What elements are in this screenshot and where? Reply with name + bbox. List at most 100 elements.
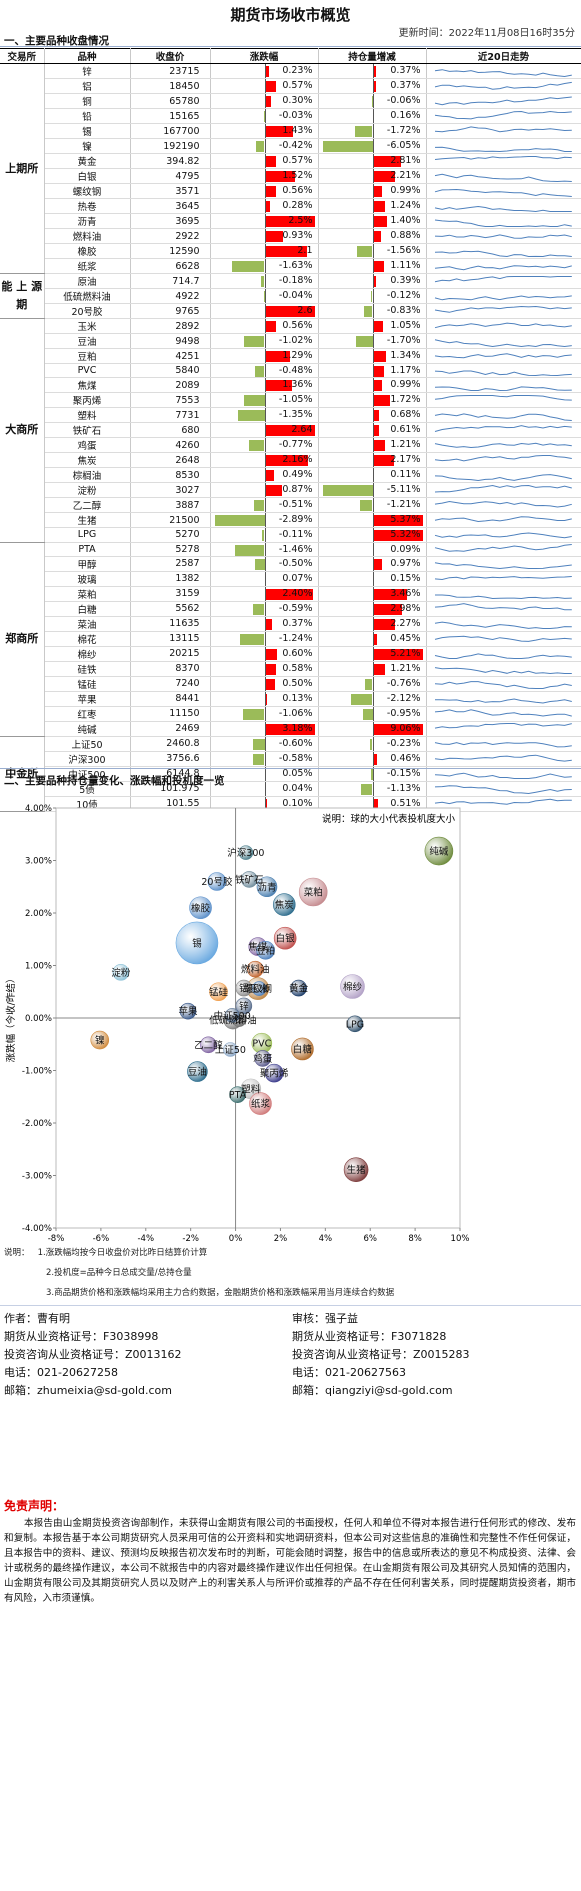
close-price: 3887 xyxy=(130,497,211,514)
zero-line xyxy=(264,289,266,303)
author-tel: 电话：021-20627258 xyxy=(4,1366,118,1379)
oi-change-bar xyxy=(372,201,385,212)
change-text: 0.87% xyxy=(282,484,313,496)
trend-sparkline xyxy=(434,264,572,270)
change-cell: 1.36% xyxy=(210,377,319,394)
close-price: 23715 xyxy=(130,63,211,79)
oi-change-cell: 2.21% xyxy=(318,168,427,184)
trend-cell xyxy=(426,691,581,707)
trend-sparkline xyxy=(434,322,572,328)
close-price: 4922 xyxy=(130,288,211,304)
bubble-label: LPG xyxy=(346,1019,364,1030)
variety-name: 沪深300 xyxy=(44,751,131,767)
table-row: 白银 4795 1.52% 2.21% xyxy=(0,168,581,184)
x-tick-label: 6% xyxy=(363,1234,377,1243)
oi-change-cell: 0.16% xyxy=(318,108,427,124)
trend-line xyxy=(434,219,572,227)
author-email[interactable]: 邮箱：zhumeixia@sd-gold.com xyxy=(4,1384,172,1397)
zero-line xyxy=(264,79,266,93)
change-cell: -1.02% xyxy=(210,333,319,349)
change-bar xyxy=(264,96,271,107)
bubble-label: 镍 xyxy=(95,1035,105,1047)
table-row: 螺纹钢 3571 0.56% 0.99% xyxy=(0,183,581,199)
table-header: 交易所 品种 收盘价 涨跌幅 持仓量增减 近20日走势 xyxy=(0,48,581,64)
change-bar xyxy=(264,455,308,467)
change-text: 0.28% xyxy=(282,200,313,211)
oi-change-bar xyxy=(364,306,373,317)
zero-line xyxy=(264,601,266,616)
oi-change-cell: 1.17% xyxy=(318,363,427,379)
zero-line xyxy=(372,676,374,691)
zero-line xyxy=(264,334,266,348)
change-cell: -0.03% xyxy=(210,108,319,124)
trend-sparkline xyxy=(434,294,572,300)
close-price: 8370 xyxy=(130,661,211,677)
change-text: -1.46% xyxy=(278,543,313,555)
trend-cell xyxy=(426,661,581,677)
trend-cell xyxy=(426,258,581,274)
header-trend: 近20日走势 xyxy=(426,48,581,64)
change-bar xyxy=(264,425,315,437)
change-cell: -0.59% xyxy=(210,601,319,617)
variety-name: 乙二醇 xyxy=(44,497,131,514)
zero-line xyxy=(372,766,374,781)
oi-change-bar xyxy=(372,633,377,645)
bubble xyxy=(290,979,307,997)
trend-line xyxy=(434,125,572,132)
trend-line xyxy=(434,250,572,257)
close-price: 2469 xyxy=(130,721,211,737)
close-price: 3027 xyxy=(130,482,211,499)
close-price: 167700 xyxy=(130,123,211,139)
close-price: 65780 xyxy=(130,93,211,109)
oi-change-cell: 0.61% xyxy=(318,422,427,439)
change-text: -2.89% xyxy=(278,514,313,526)
close-price: 9765 xyxy=(130,303,211,319)
close-price: 3159 xyxy=(130,586,211,602)
change-bar xyxy=(264,723,315,735)
zero-line xyxy=(264,631,266,646)
section-divider xyxy=(0,768,581,769)
trend-line xyxy=(434,543,572,552)
close-price: 2892 xyxy=(130,318,211,334)
trend-sparkline xyxy=(434,667,572,675)
zero-line xyxy=(372,184,374,198)
change-bar xyxy=(264,231,284,242)
zero-line xyxy=(264,556,266,571)
table-row: 铅 15165 -0.03% 0.16% xyxy=(0,108,581,124)
trend-sparkline xyxy=(434,110,572,119)
close-price: 3756.6 xyxy=(130,751,211,767)
close-price: 8530 xyxy=(130,467,211,484)
zero-line xyxy=(264,214,266,228)
trend-sparkline xyxy=(434,742,572,748)
trend-line xyxy=(434,233,572,239)
change-bar xyxy=(243,395,265,407)
trend-line xyxy=(434,205,572,212)
zero-line xyxy=(264,408,266,422)
trend-cell xyxy=(426,153,581,169)
change-text: 1.36% xyxy=(282,379,313,391)
table-row: 硅铁 8370 0.58% 1.21% xyxy=(0,661,581,677)
zero-line xyxy=(372,214,374,228)
trend-sparkline xyxy=(434,622,572,630)
oi-change-text: -1.70% xyxy=(386,335,421,346)
reviewer-email[interactable]: 邮箱：qiangziyi@sd-gold.com xyxy=(292,1384,453,1397)
y-tick-label: -3.00% xyxy=(22,1172,52,1182)
oi-change-text: 1.21% xyxy=(390,439,421,451)
zero-line xyxy=(372,319,374,333)
trend-cell xyxy=(426,721,581,737)
trend-cell xyxy=(426,273,581,289)
zero-line xyxy=(264,483,266,497)
table-row: 沥青 3695 2.5% 1.40% xyxy=(0,213,581,229)
trend-sparkline xyxy=(434,173,572,182)
trend-line xyxy=(434,322,572,328)
close-price: 5562 xyxy=(130,601,211,617)
change-text: -1.02% xyxy=(278,335,313,346)
oi-change-text: 2.81% xyxy=(390,155,421,166)
close-price: 3645 xyxy=(130,198,211,214)
table-row: 棉纱 20215 0.60% 5.21% xyxy=(0,646,581,662)
zero-line xyxy=(372,736,374,751)
trend-cell xyxy=(426,377,581,394)
update-time: 更新时间：2022年11月08日16时35分 xyxy=(398,28,575,39)
bubble xyxy=(187,1061,208,1082)
change-text: -0.51% xyxy=(278,499,313,511)
